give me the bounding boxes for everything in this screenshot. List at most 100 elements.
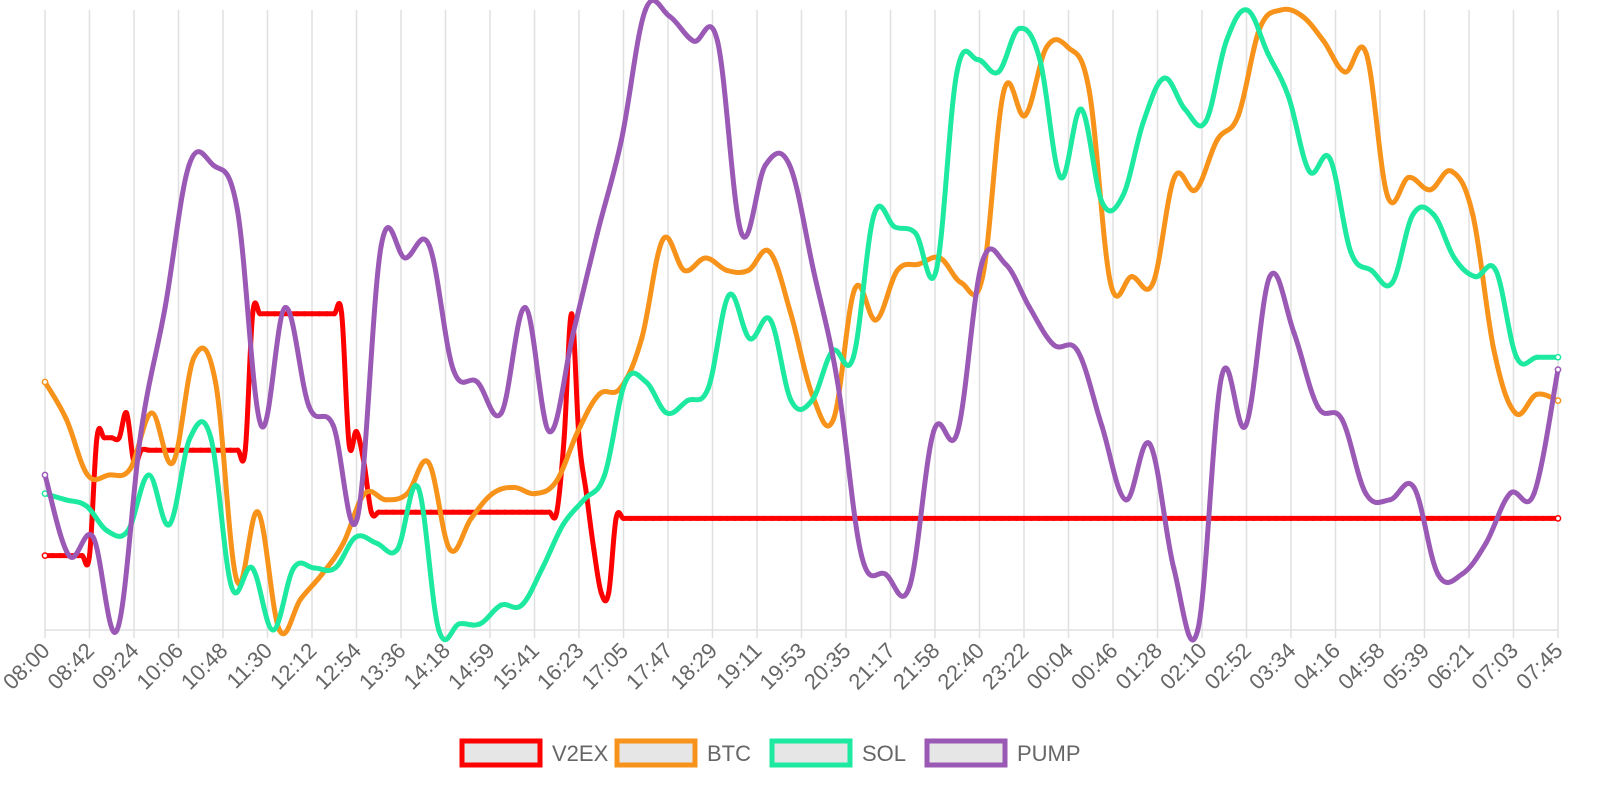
data-point[interactable] xyxy=(191,354,197,360)
data-point[interactable] xyxy=(1411,484,1417,490)
data-point[interactable] xyxy=(1273,515,1279,521)
data-point[interactable] xyxy=(383,509,389,515)
data-point[interactable] xyxy=(1058,174,1064,180)
data-point[interactable] xyxy=(703,255,709,261)
data-point[interactable] xyxy=(639,336,645,342)
data-point[interactable] xyxy=(212,379,219,385)
data-point[interactable] xyxy=(468,515,474,521)
data-point[interactable] xyxy=(391,509,397,515)
data-point[interactable] xyxy=(368,509,374,515)
data-point[interactable] xyxy=(635,515,641,521)
data-point[interactable] xyxy=(1221,515,1227,521)
data-point[interactable] xyxy=(487,509,493,515)
data-point[interactable] xyxy=(234,577,240,583)
data-point[interactable] xyxy=(1512,410,1518,416)
data-point[interactable] xyxy=(747,515,753,521)
data-point[interactable] xyxy=(871,212,877,218)
data-point[interactable] xyxy=(1295,515,1301,521)
data-point[interactable] xyxy=(852,286,858,292)
data-point[interactable] xyxy=(1192,515,1198,521)
data-point[interactable] xyxy=(873,317,879,323)
data-point[interactable] xyxy=(1340,515,1346,521)
data-point[interactable] xyxy=(594,230,600,236)
data-point[interactable] xyxy=(865,515,871,521)
data-point[interactable] xyxy=(726,292,732,298)
data-point[interactable] xyxy=(1414,515,1420,521)
data-point[interactable] xyxy=(227,447,233,453)
data-point[interactable] xyxy=(1080,515,1086,521)
data-point[interactable] xyxy=(628,515,634,521)
data-point[interactable] xyxy=(353,429,360,435)
data-point[interactable] xyxy=(762,162,769,168)
data-point[interactable] xyxy=(457,509,463,515)
data-point[interactable] xyxy=(1140,119,1147,125)
data-point[interactable] xyxy=(1491,348,1497,354)
data-point[interactable] xyxy=(1036,515,1042,521)
data-point[interactable] xyxy=(1387,497,1393,503)
data-point[interactable] xyxy=(1161,75,1167,81)
data-point[interactable] xyxy=(606,590,612,596)
data-point[interactable] xyxy=(210,162,216,168)
data-point[interactable] xyxy=(843,515,849,521)
data-point[interactable] xyxy=(1554,397,1562,404)
data-point[interactable] xyxy=(591,546,597,552)
data-point[interactable] xyxy=(575,429,581,435)
data-point[interactable] xyxy=(306,404,312,410)
data-point[interactable] xyxy=(376,509,382,515)
data-point[interactable] xyxy=(450,509,456,515)
data-point[interactable] xyxy=(1214,137,1220,143)
data-point[interactable] xyxy=(1363,491,1369,497)
data-point[interactable] xyxy=(561,435,567,441)
data-point[interactable] xyxy=(276,627,282,633)
data-point[interactable] xyxy=(684,398,691,404)
data-point[interactable] xyxy=(228,584,235,590)
data-point[interactable] xyxy=(747,336,753,342)
data-point[interactable] xyxy=(1377,515,1383,521)
data-point[interactable] xyxy=(1444,515,1450,521)
data-point[interactable] xyxy=(1531,491,1537,497)
data-point[interactable] xyxy=(1095,515,1101,521)
data-point[interactable] xyxy=(272,311,278,317)
data-point[interactable] xyxy=(1384,193,1391,199)
data-point[interactable] xyxy=(598,590,604,596)
data-point[interactable] xyxy=(186,162,192,168)
data-point[interactable] xyxy=(511,484,517,490)
data-point[interactable] xyxy=(979,261,985,267)
data-point[interactable] xyxy=(894,267,900,273)
data-point[interactable] xyxy=(717,515,723,521)
data-point[interactable] xyxy=(1306,168,1312,174)
data-point[interactable] xyxy=(1266,515,1272,521)
data-point[interactable] xyxy=(1533,515,1539,521)
data-point[interactable] xyxy=(1199,515,1205,521)
data-point[interactable] xyxy=(991,515,997,521)
data-point[interactable] xyxy=(1132,515,1138,521)
data-point[interactable] xyxy=(1169,515,1175,521)
data-point[interactable] xyxy=(767,317,773,323)
data-point[interactable] xyxy=(1315,404,1321,410)
data-point[interactable] xyxy=(1363,50,1369,56)
data-point[interactable] xyxy=(554,509,560,515)
data-point[interactable] xyxy=(786,162,793,168)
data-point[interactable] xyxy=(1473,515,1479,521)
data-point[interactable] xyxy=(146,447,152,453)
data-point[interactable] xyxy=(374,540,380,546)
data-point[interactable] xyxy=(302,311,308,317)
data-point[interactable] xyxy=(836,515,842,521)
data-point[interactable] xyxy=(984,515,990,521)
data-point[interactable] xyxy=(873,515,879,521)
data-point[interactable] xyxy=(1299,13,1305,19)
data-point[interactable] xyxy=(695,515,701,521)
data-point[interactable] xyxy=(1184,515,1190,521)
data-point[interactable] xyxy=(975,57,981,63)
data-point[interactable] xyxy=(170,460,176,466)
data-point[interactable] xyxy=(531,509,538,515)
data-point[interactable] xyxy=(436,627,442,633)
data-point[interactable] xyxy=(1193,187,1199,193)
data-point[interactable] xyxy=(910,515,916,521)
data-point[interactable] xyxy=(234,205,240,211)
data-point[interactable] xyxy=(291,565,297,571)
data-point[interactable] xyxy=(813,515,819,521)
data-point[interactable] xyxy=(413,509,419,515)
data-point[interactable] xyxy=(124,410,130,416)
data-point[interactable] xyxy=(596,391,602,397)
